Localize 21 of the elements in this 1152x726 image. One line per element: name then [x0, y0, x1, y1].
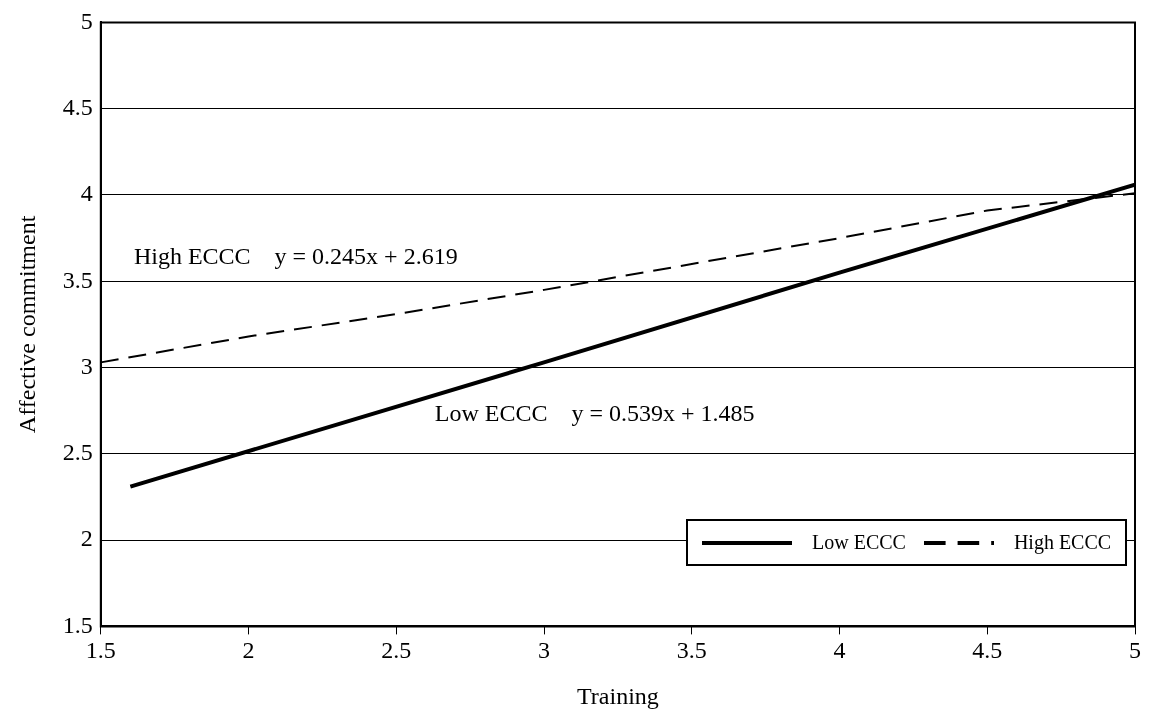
- legend-label: High ECCC: [1013, 531, 1112, 555]
- y-tick-label: 3: [80, 352, 93, 379]
- x-axis-title: Training: [577, 682, 659, 709]
- y-tick-label: 3.5: [62, 266, 93, 293]
- y-tick-label: 4.5: [62, 93, 93, 120]
- y-tick-label: 5: [80, 7, 93, 34]
- y-tick-label: 1.5: [62, 611, 93, 638]
- x-tick-label: 2.5: [381, 637, 412, 664]
- x-tick-label: 4: [833, 637, 846, 664]
- y-tick-label: 4: [80, 180, 93, 207]
- x-tick-label: 3: [538, 637, 551, 664]
- x-tick-label: 3.5: [676, 637, 707, 664]
- annotation: Low ECCC y = 0.539x + 1.485: [434, 400, 755, 427]
- y-tick-label: 2: [80, 525, 93, 552]
- x-tick-label: 4.5: [972, 637, 1003, 664]
- y-tick-label: 2.5: [62, 439, 93, 466]
- legend-label: Low ECCC: [812, 531, 906, 555]
- y-axis-title: Affective commitment: [13, 215, 40, 434]
- annotation: High ECCC y = 0.245x + 2.619: [133, 243, 458, 270]
- x-tick-label: 2: [242, 637, 255, 664]
- x-tick-label: 5: [1129, 637, 1141, 664]
